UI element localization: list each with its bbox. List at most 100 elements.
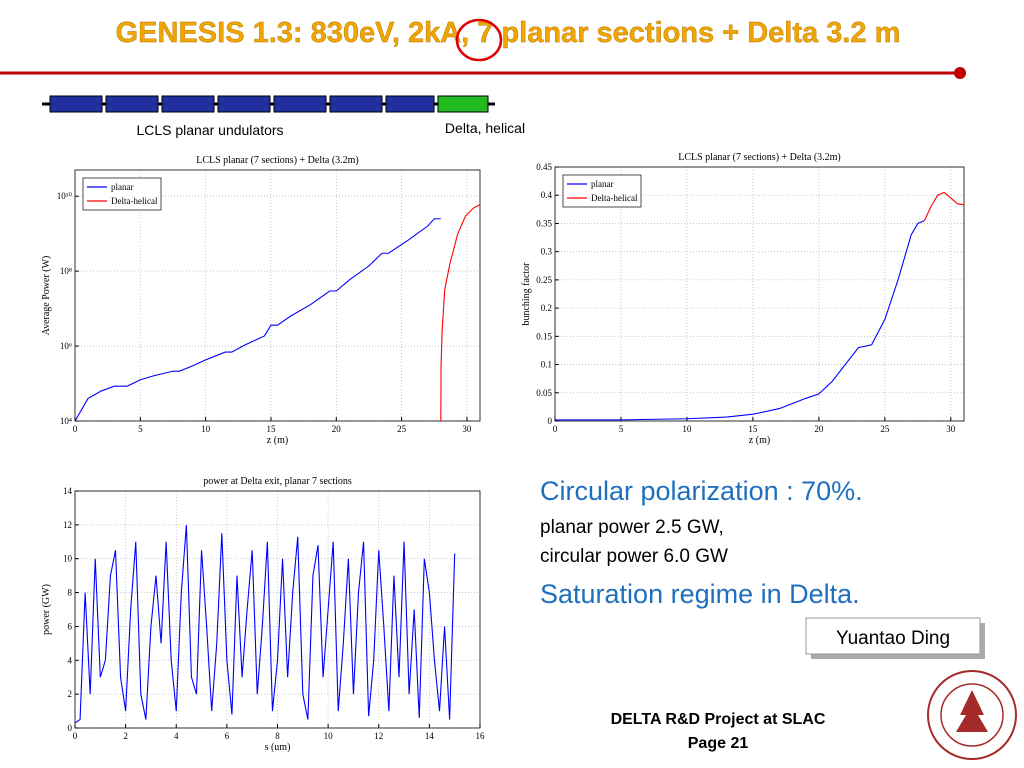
chart-title: LCLS planar (7 sections) + Delta (3.2m) — [678, 152, 841, 163]
bullet: planar power 2.5 GW, — [540, 517, 724, 538]
x-axis-label: z (m) — [267, 435, 288, 446]
y-tick-label: 0.35 — [536, 218, 552, 228]
x-tick-label: 25 — [880, 424, 890, 434]
series-line — [75, 524, 456, 724]
y-tick-label: 10⁴ — [60, 416, 72, 426]
x-tick-label: 14 — [425, 731, 435, 741]
seal-ring — [940, 683, 1004, 747]
chart: 0 5 10 15 20 25 30 0 0.05 0.1 0.15 0.2 0.25 0.3 0.35 0.… — [521, 152, 965, 446]
y-tick-label: 0 — [548, 416, 553, 426]
chart: 0 5 10 15 20 25 30 10⁴ 10⁶ 10⁸ 10¹⁰ LCLS planar (7 … — [41, 155, 481, 446]
footer: DELTA R&D Project at SLAC — [611, 711, 826, 728]
y-tick-label: 4 — [68, 655, 73, 665]
x-tick-label: 8 — [275, 731, 280, 741]
x-tick-label: 30 — [462, 424, 472, 434]
x-tick-label: 30 — [946, 424, 956, 434]
x-tick-label: 0 — [73, 731, 78, 741]
x-tick-label: 0 — [553, 424, 558, 434]
y-tick-label: 0.4 — [541, 190, 553, 200]
seal-tree — [956, 690, 988, 732]
author: Yuantao Ding — [836, 628, 950, 649]
undulator — [273, 95, 327, 113]
slide-title: GENESIS 1.3: 830eV, 2kA, 7 planar sectio… — [116, 17, 901, 49]
undulator — [329, 95, 383, 113]
y-tick-label: 0.05 — [536, 388, 552, 398]
legend-box — [562, 174, 642, 208]
university-seal — [927, 670, 1017, 760]
y-tick-label: 0 — [68, 723, 73, 733]
legend-label: Delta-helical — [591, 193, 638, 203]
x-tick-label: 5 — [619, 424, 624, 434]
author-box — [805, 617, 981, 655]
undulator — [105, 95, 159, 113]
highlight-circle — [455, 18, 503, 62]
y-tick-label: 0.1 — [541, 360, 552, 370]
x-tick-label: 16 — [476, 731, 486, 741]
x-tick-label: 10 — [682, 424, 692, 434]
undulator-label: LCLS planar undulators — [136, 122, 283, 138]
x-tick-label: 5 — [138, 424, 143, 434]
delta-undulator — [437, 95, 489, 113]
series-line — [923, 191, 964, 221]
rule-dot — [954, 67, 966, 79]
x-tick-label: 20 — [332, 424, 342, 434]
plot-frame — [74, 169, 481, 422]
bullet: Saturation regime in Delta. — [540, 579, 860, 609]
y-tick-label: 0.2 — [541, 303, 552, 313]
x-tick-label: 2 — [123, 731, 128, 741]
y-tick-label: 10⁸ — [60, 266, 72, 276]
x-tick-label: 0 — [73, 424, 78, 434]
y-tick-label: 6 — [68, 621, 73, 631]
legend-box — [82, 177, 162, 211]
series-line — [555, 220, 925, 421]
bullet: Circular polarization : 70%. — [540, 476, 863, 506]
plot-frame — [554, 166, 965, 422]
x-tick-label: 25 — [397, 424, 407, 434]
undulator — [385, 95, 435, 113]
x-tick-label: 15 — [748, 424, 758, 434]
legend-label: planar — [111, 182, 134, 192]
series-line — [440, 204, 480, 421]
y-axis-label: Average Power (W) — [41, 256, 52, 336]
y-tick-label: 14 — [63, 486, 73, 496]
legend-label: Delta-helical — [111, 196, 158, 206]
undulator — [217, 95, 271, 113]
bullet: circular power 6.0 GW — [540, 546, 728, 567]
y-tick-label: 10¹⁰ — [57, 191, 73, 201]
undulator — [161, 95, 215, 113]
x-tick-label: 20 — [814, 424, 824, 434]
y-tick-label: 12 — [63, 520, 72, 530]
chart: 0 2 4 6 8 10 12 14 16 0 2 4 6 8 10 12 14 power at Delta e… — [41, 476, 485, 753]
chart-title: LCLS planar (7 sections) + Delta (3.2m) — [196, 155, 359, 166]
y-axis-label: power (GW) — [41, 584, 52, 635]
page-number: Page 21 — [688, 735, 749, 752]
x-axis-label: z (m) — [749, 435, 770, 446]
x-tick-label: 12 — [374, 731, 383, 741]
x-tick-label: 6 — [225, 731, 230, 741]
y-tick-label: 8 — [68, 588, 73, 598]
chart-title: power at Delta exit, planar 7 sections — [203, 476, 352, 487]
y-axis-label: bunching factor — [521, 262, 532, 326]
series-line — [75, 218, 441, 421]
x-tick-label: 15 — [266, 424, 276, 434]
plot-area — [555, 167, 964, 421]
undulator-diagram — [42, 95, 495, 113]
y-tick-label: 0.25 — [536, 275, 552, 285]
legend-label: planar — [591, 179, 614, 189]
y-tick-label: 0.15 — [536, 331, 552, 341]
plot-frame — [74, 490, 481, 729]
x-tick-label: 10 — [201, 424, 211, 434]
x-tick-label: 4 — [174, 731, 179, 741]
y-tick-label: 0.3 — [541, 247, 553, 257]
delta-label: Delta, helical — [445, 120, 525, 136]
undulator — [49, 95, 103, 113]
y-tick-label: 10⁶ — [60, 341, 72, 351]
y-tick-label: 0.45 — [536, 162, 552, 172]
y-tick-label: 10 — [63, 554, 73, 564]
x-axis-label: s (um) — [265, 742, 291, 753]
seal-ring — [927, 670, 1017, 760]
x-tick-label: 10 — [324, 731, 334, 741]
y-tick-label: 2 — [68, 689, 73, 699]
